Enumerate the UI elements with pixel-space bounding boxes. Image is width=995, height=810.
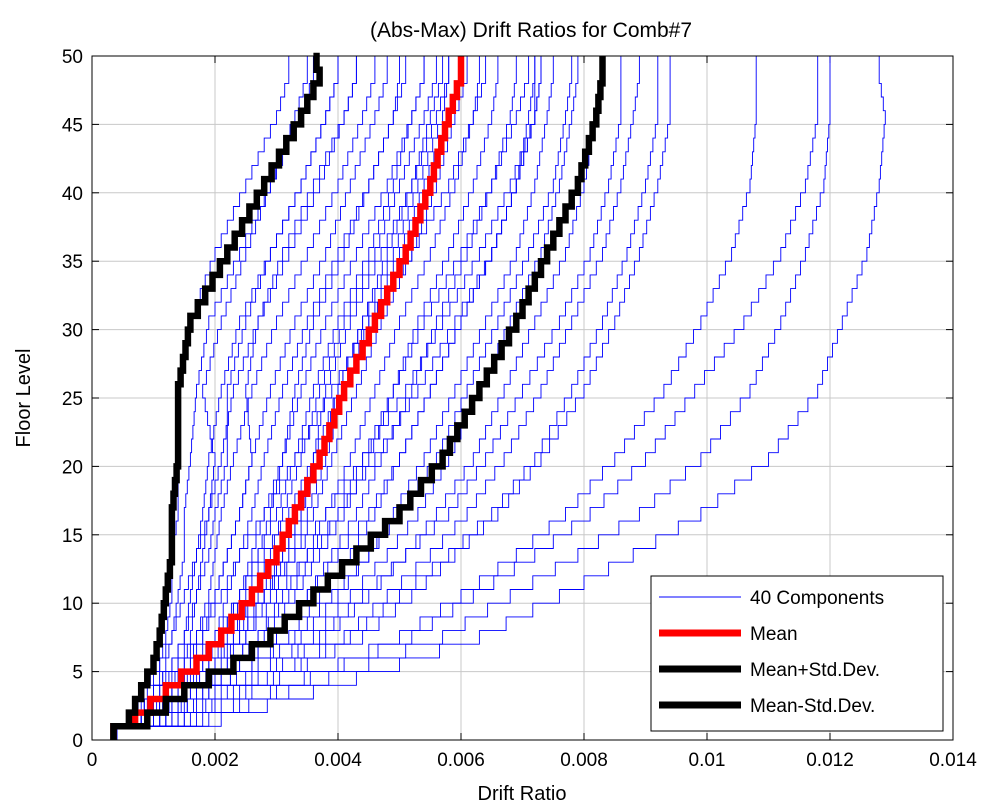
- x-tick-label: 0.014: [929, 750, 977, 771]
- y-tick-label: 15: [62, 526, 83, 547]
- x-tick-label: 0.006: [437, 750, 485, 771]
- component-line-20: [116, 56, 671, 740]
- mean-minus-std-line: [110, 52, 323, 740]
- component-line-32: [116, 56, 339, 740]
- mean-line: [110, 56, 465, 740]
- legend-label-components: 40 Components: [750, 588, 884, 609]
- component-line-6: [116, 56, 388, 740]
- component-line-39: [116, 56, 622, 740]
- component-line-11: [116, 56, 468, 740]
- component-line-12: [116, 56, 480, 740]
- component-line-25: [116, 56, 542, 740]
- component-line-5: [116, 56, 376, 740]
- component-line-9: [116, 56, 437, 740]
- plot-series: [110, 52, 886, 740]
- component-line-29: [116, 56, 530, 740]
- mean-plus-std-line: [110, 56, 606, 740]
- x-axis-label: Drift Ratio: [478, 783, 567, 805]
- x-tick-label: 0.004: [314, 750, 362, 771]
- component-line-35: [116, 56, 659, 740]
- plot-frame: [91, 55, 954, 741]
- component-line-16: [116, 56, 554, 740]
- component-line-4: [116, 56, 357, 740]
- y-tick-label: 5: [72, 663, 83, 684]
- x-tick-label: 0.01: [689, 750, 726, 771]
- component-line-18: [116, 56, 603, 740]
- y-axis-label: Floor Level: [13, 349, 35, 448]
- component-line-34: [116, 56, 573, 740]
- x-tick-label: 0: [87, 750, 98, 771]
- chart-title: (Abs-Max) Drift Ratios for Comb#7: [370, 19, 692, 42]
- x-tick-label: 0.002: [191, 750, 239, 771]
- y-tick-label: 50: [62, 47, 83, 68]
- legend: 40 Components Mean Mean+Std.Dev. Mean-St…: [650, 575, 944, 732]
- component-line-36: [116, 56, 819, 740]
- y-tick-label: 0: [72, 731, 83, 752]
- component-line-26: [116, 56, 357, 740]
- component-line-23: [116, 56, 886, 740]
- y-tick-label: 40: [62, 184, 83, 205]
- y-tick-label: 35: [62, 252, 83, 273]
- y-tick-label: 25: [62, 389, 83, 410]
- component-line-38: [116, 56, 400, 740]
- x-tick-label: 0.008: [560, 750, 608, 771]
- y-tick-label: 30: [62, 321, 83, 342]
- component-line-19: [116, 56, 640, 740]
- component-line-22: [116, 56, 831, 740]
- component-line-40: [116, 56, 536, 740]
- component-line-37: [116, 56, 425, 740]
- legend-label-mean: Mean: [750, 624, 798, 645]
- legend-label-mean-minus-std: Mean-Std.Dev.: [750, 696, 875, 717]
- y-tick-label: 20: [62, 457, 83, 478]
- x-tick-label: 0.012: [806, 750, 854, 771]
- legend-label-mean-plus-std: Mean+Std.Dev.: [750, 660, 880, 681]
- y-tick-label: 45: [62, 115, 83, 136]
- y-tick-label: 10: [62, 594, 83, 615]
